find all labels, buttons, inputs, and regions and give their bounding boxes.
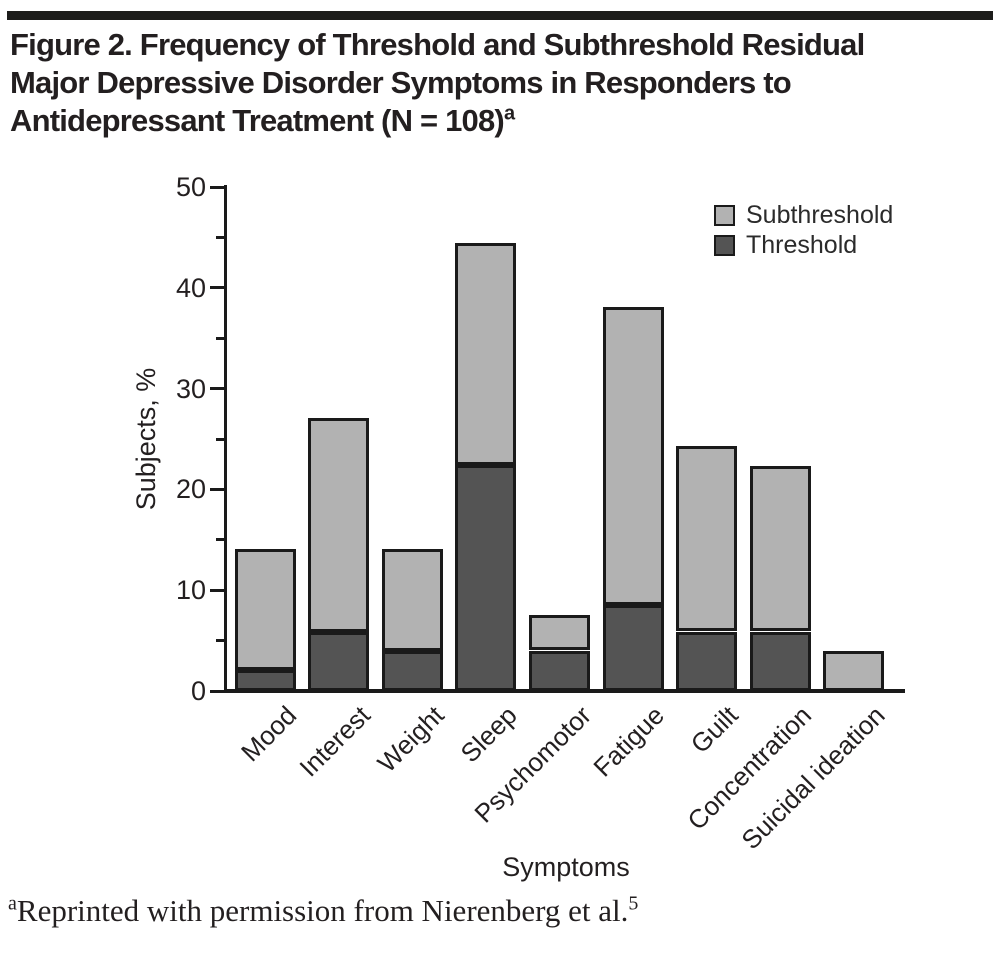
bar-interest-threshold-segment <box>308 632 369 691</box>
bar-suicidal-ideation-subthreshold-segment <box>823 651 884 691</box>
x-tick-label-mood: Mood <box>235 700 303 768</box>
y-tick-major-40 <box>210 286 227 290</box>
bar-concentration-threshold-segment <box>750 632 811 691</box>
y-tick-minor-45 <box>216 235 227 239</box>
y-axis-title: Subjects, % <box>131 367 161 511</box>
x-tick-label-fatigue: Fatigue <box>587 700 671 783</box>
legend-label-threshold: Threshold <box>746 230 858 259</box>
footnote-text: Reprinted with permission from Nierenber… <box>16 893 629 928</box>
bar-mood-subthreshold-segment <box>235 549 296 670</box>
figure-title-line-2: Major Depressive Disorder Symptoms in Re… <box>10 65 792 100</box>
figure-title-superscript: a <box>503 102 515 125</box>
y-tick-major-50 <box>210 185 227 189</box>
figure-title: Figure 2. Frequency of Threshold and Sub… <box>10 26 994 140</box>
legend-row-threshold: Threshold <box>714 230 893 260</box>
y-tick-minor-25 <box>216 437 227 441</box>
y-axis-line <box>224 185 227 691</box>
footnote-superscript: a <box>8 892 17 915</box>
y-tick-minor-35 <box>216 336 227 340</box>
bar-fatigue-threshold-segment <box>603 605 664 691</box>
y-tick-major-10 <box>210 588 227 592</box>
y-tick-label-50: 50 <box>175 172 206 202</box>
y-tick-minor-5 <box>216 639 227 643</box>
footnote: aReprinted with permission from Nierenbe… <box>8 893 638 929</box>
y-tick-major-20 <box>210 487 227 491</box>
bar-concentration-subthreshold-segment <box>750 466 811 631</box>
y-tick-label-10: 10 <box>175 575 206 606</box>
legend-swatch-subthreshold <box>714 204 735 226</box>
x-tick-label-weight: Weight <box>371 700 450 779</box>
y-tick-label-20: 20 <box>175 474 206 505</box>
bar-fatigue-subthreshold-segment <box>603 307 664 605</box>
x-tick-label-interest: Interest <box>293 700 376 783</box>
y-tick-label-30: 30 <box>175 373 206 404</box>
bar-mood-threshold-segment <box>235 670 296 691</box>
y-tick-major-30 <box>210 387 227 391</box>
chart-legend: Subthreshold Threshold <box>714 200 893 260</box>
x-axis-title: Symptoms <box>502 852 630 882</box>
top-rule <box>7 11 993 20</box>
bar-weight-threshold-segment <box>382 651 443 691</box>
bar-sleep-threshold-segment <box>455 465 516 691</box>
legend-label-subthreshold: Subthreshold <box>746 200 894 229</box>
bar-sleep-subthreshold-segment <box>455 243 516 465</box>
figure-title-line-1: Figure 2. Frequency of Threshold and Sub… <box>10 27 865 62</box>
bar-weight-subthreshold-segment <box>382 549 443 651</box>
y-tick-major-0 <box>210 689 227 693</box>
x-tick-label-sleep: Sleep <box>454 700 524 769</box>
x-tick-label-guilt: Guilt <box>684 700 744 760</box>
figure-title-line-3: Antidepressant Treatment (N = 108) <box>10 103 505 138</box>
legend-row-subthreshold: Subthreshold <box>714 200 893 230</box>
y-tick-minor-15 <box>216 538 227 542</box>
bar-guilt-subthreshold-segment <box>676 446 737 631</box>
footnote-reference-number: 5 <box>628 892 639 915</box>
x-axis-line <box>224 689 905 693</box>
bar-guilt-threshold-segment <box>676 632 737 691</box>
bar-psychomotor-threshold-segment <box>529 651 590 691</box>
bar-interest-subthreshold-segment <box>308 418 369 632</box>
y-tick-label-40: 40 <box>175 272 206 303</box>
y-tick-label-0: 0 <box>190 676 206 706</box>
legend-swatch-threshold <box>714 234 735 256</box>
bar-psychomotor-subthreshold-segment <box>529 615 590 650</box>
